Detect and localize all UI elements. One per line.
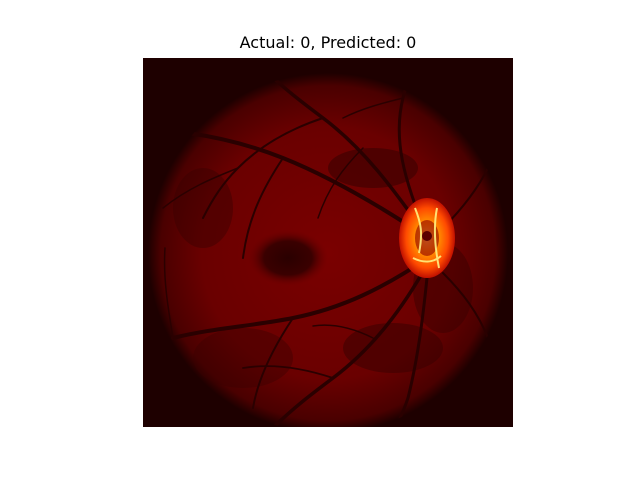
plot-title: Actual: 0, Predicted: 0 — [239, 33, 417, 52]
image-axes — [143, 58, 513, 427]
optic-disc-hotspot — [399, 198, 455, 278]
fundus-heatmap-image — [143, 58, 513, 427]
macula — [248, 230, 328, 286]
